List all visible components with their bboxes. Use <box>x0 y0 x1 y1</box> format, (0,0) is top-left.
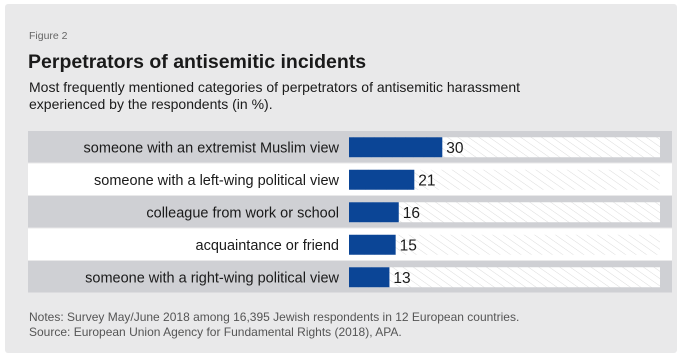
category-label: colleague from work or school <box>146 205 339 221</box>
value-label: 15 <box>400 237 417 254</box>
bar-track <box>349 202 660 223</box>
bar-track <box>349 267 660 288</box>
category-label: acquaintance or friend <box>196 238 340 254</box>
category-label: someone with an extremist Muslim view <box>84 140 340 156</box>
bar <box>349 169 415 190</box>
bar <box>349 234 396 255</box>
category-label: someone with a left-wing political view <box>94 173 340 189</box>
chart-subtitle: Most frequently mentioned categories of … <box>29 79 521 112</box>
bar-track <box>349 169 660 190</box>
value-label: 13 <box>393 270 410 287</box>
bar <box>349 202 399 223</box>
bar <box>349 137 443 158</box>
bar-track <box>349 234 660 255</box>
category-label: someone with a right-wing political view <box>85 270 339 286</box>
notes-line: Notes: Survey May/June 2018 among 16,395… <box>29 310 520 324</box>
value-label: 21 <box>418 172 435 189</box>
notes: Notes: Survey May/June 2018 among 16,395… <box>29 310 519 340</box>
bar <box>349 267 390 288</box>
source-line: Source: European Union Agency for Fundam… <box>29 325 402 339</box>
chart-title: Perpetrators of antisemitic incidents <box>28 51 367 73</box>
value-label: 16 <box>403 205 420 222</box>
figure-label: Figure 2 <box>29 30 68 42</box>
value-label: 30 <box>446 140 464 157</box>
